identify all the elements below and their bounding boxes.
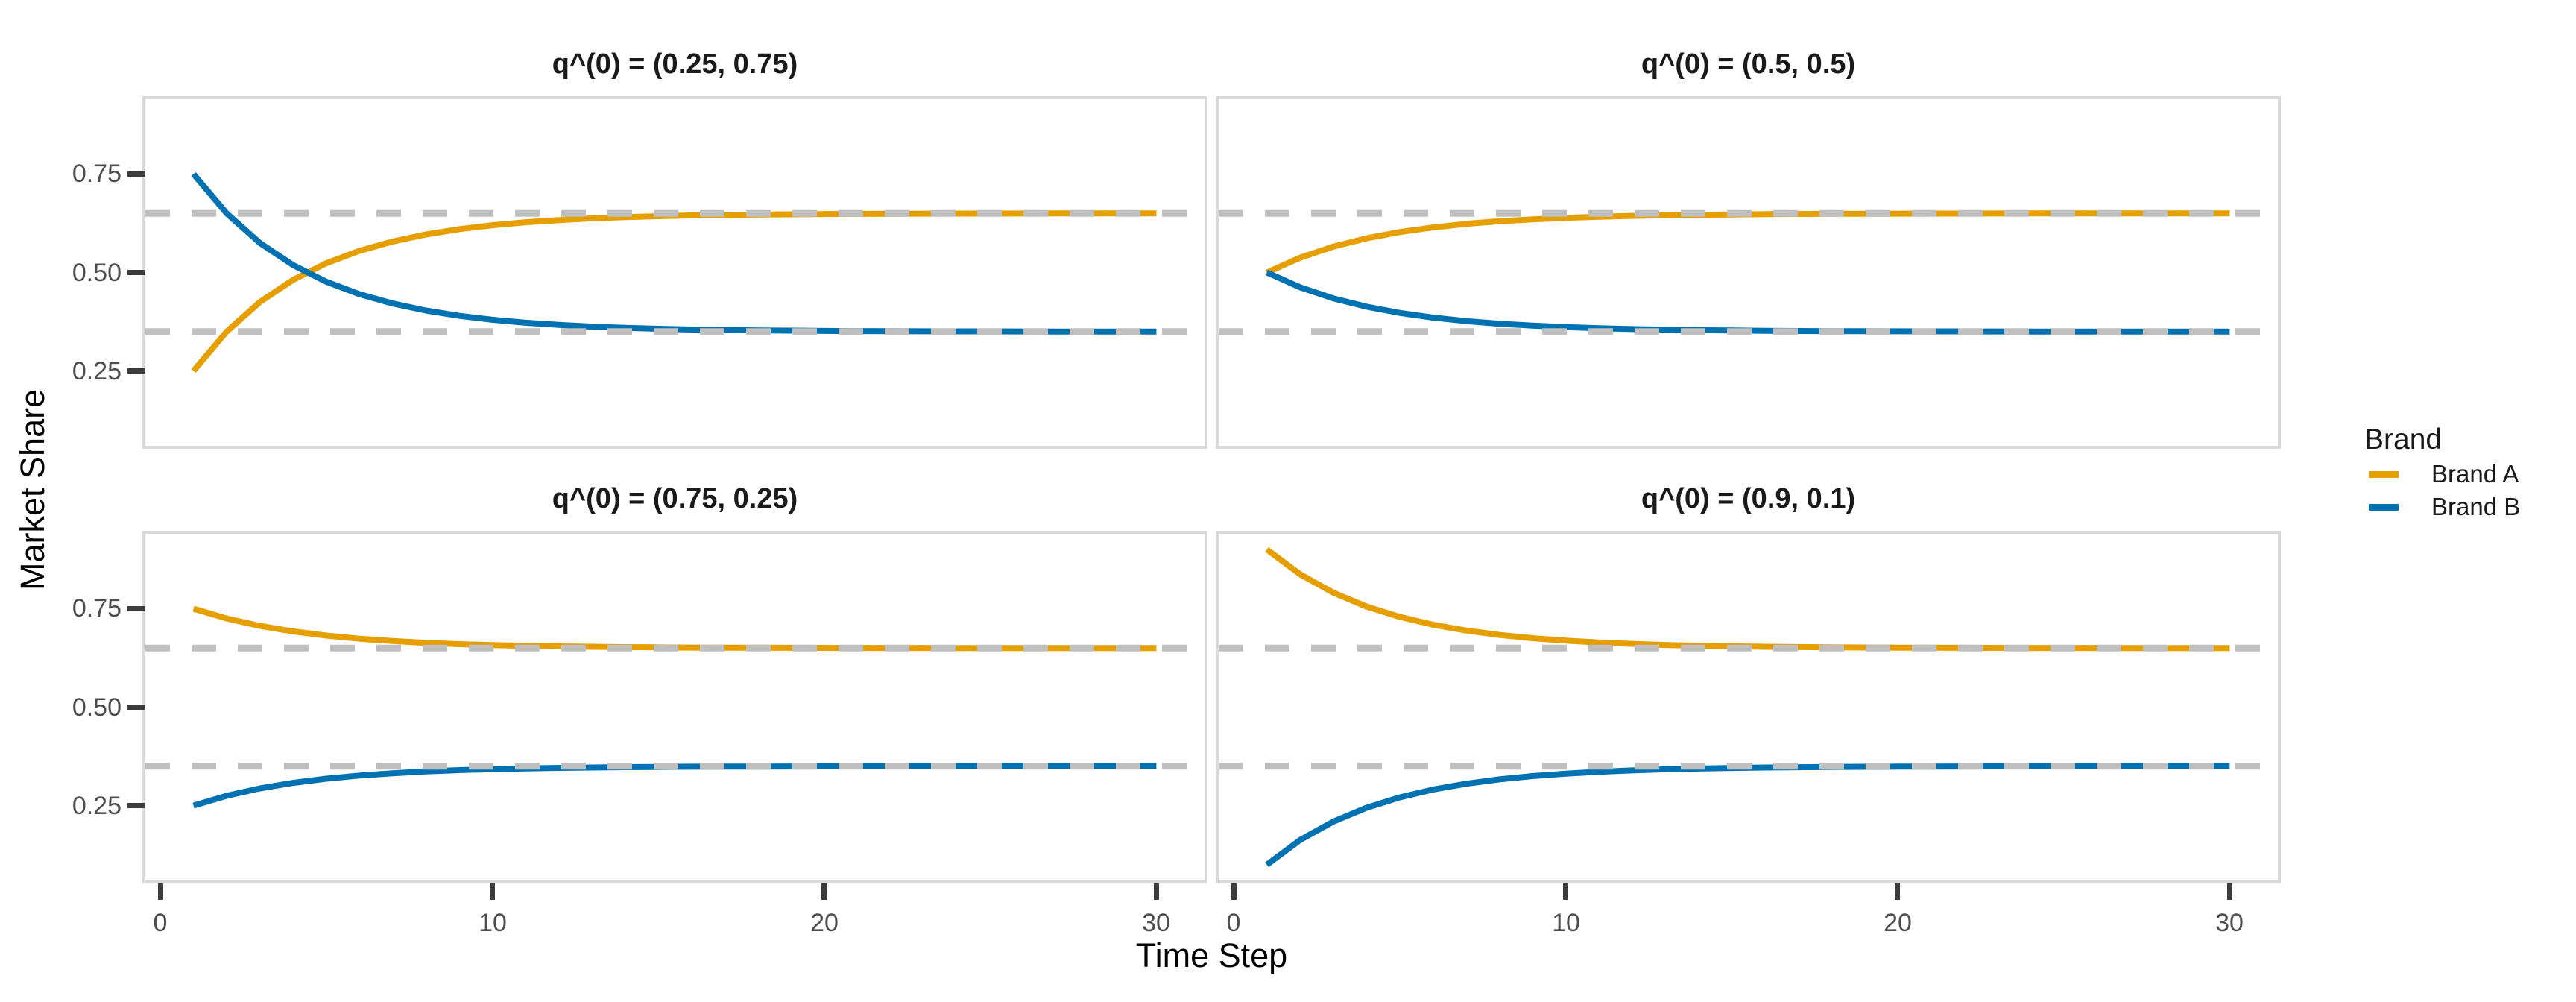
plot-panel-bottom-right: [1216, 531, 2281, 883]
x-axis-tick: [1154, 883, 1159, 900]
panel-plot-area-3: [145, 605, 1205, 809]
y-axis-tick: [127, 606, 145, 611]
facet-strip-title-4: q^(0) = (0.9, 0.1): [1641, 483, 1856, 514]
legend: Brand Brand A Brand B: [2364, 422, 2520, 523]
x-axis-tick-label: 0: [1226, 909, 1241, 937]
x-axis-tick: [1563, 883, 1568, 900]
x-axis-tick-label: 10: [479, 909, 507, 937]
x-axis-tick: [2227, 883, 2232, 900]
brand-b-line: [192, 763, 1157, 809]
legend-entry-brand-a: Brand A: [2364, 458, 2520, 491]
x-axis-tick-label: 20: [810, 909, 839, 937]
brand-a-line: [1265, 546, 2230, 652]
x-axis-tick: [490, 883, 495, 900]
x-axis-tick-label: 30: [1142, 909, 1170, 937]
x-axis-tick: [158, 883, 163, 900]
y-axis-tick-label: 0.50: [72, 693, 121, 722]
brand-a-line: [192, 605, 1157, 652]
x-axis-tick: [1231, 883, 1237, 900]
y-axis-tick: [127, 171, 145, 177]
y-axis-tick: [127, 803, 145, 808]
x-axis-tick-label: 30: [2215, 909, 2244, 937]
y-axis-tick: [127, 705, 145, 710]
x-axis-tick: [821, 883, 827, 900]
y-axis-tick: [127, 270, 145, 275]
brand-a-key-line-icon: [2369, 470, 2399, 478]
brand-a-line: [191, 210, 1157, 374]
plot-panel-top-left: [142, 96, 1208, 449]
legend-label-brand-b: Brand B: [2431, 493, 2521, 520]
x-axis-tick-label: 10: [1552, 909, 1580, 937]
panel-plot-area-1: [145, 171, 1205, 374]
facet-strip-title-1: q^(0) = (0.25, 0.75): [552, 48, 798, 80]
x-axis-tick-label: 0: [153, 909, 168, 937]
y-axis-tick-label: 0.25: [72, 357, 121, 385]
panel-plot-area-4: [1219, 546, 2278, 868]
brand-a-line: [1265, 210, 2230, 276]
x-axis-title: Time Step: [1135, 936, 1288, 974]
facet-strip-title-3: q^(0) = (0.75, 0.25): [552, 483, 798, 514]
y-axis-tick-label: 0.25: [72, 792, 121, 820]
y-axis-tick: [127, 368, 145, 374]
x-axis-tick: [1895, 883, 1900, 900]
panel-plot-area-2: [1219, 209, 2278, 335]
plot-panel-top-right: [1216, 96, 2281, 449]
y-axis-tick-label: 0.75: [72, 594, 121, 623]
y-axis-tick-label: 0.50: [72, 259, 121, 287]
brand-b-line: [1265, 763, 2230, 868]
legend-entry-brand-b: Brand B: [2364, 491, 2520, 523]
legend-title: Brand: [2364, 423, 2443, 456]
x-axis-tick-label: 20: [1884, 909, 1912, 937]
plot-panel-bottom-left: [142, 531, 1208, 883]
brand-b-line: [191, 171, 1157, 335]
y-axis-title: Market Share: [13, 388, 51, 591]
y-axis-tick-label: 0.75: [72, 160, 121, 188]
facet-strip-title-2: q^(0) = (0.5, 0.5): [1641, 48, 1856, 80]
brand-b-key-line-icon: [2369, 503, 2399, 511]
brand-b-line: [1265, 269, 2230, 335]
legend-label-brand-a: Brand A: [2431, 460, 2519, 488]
